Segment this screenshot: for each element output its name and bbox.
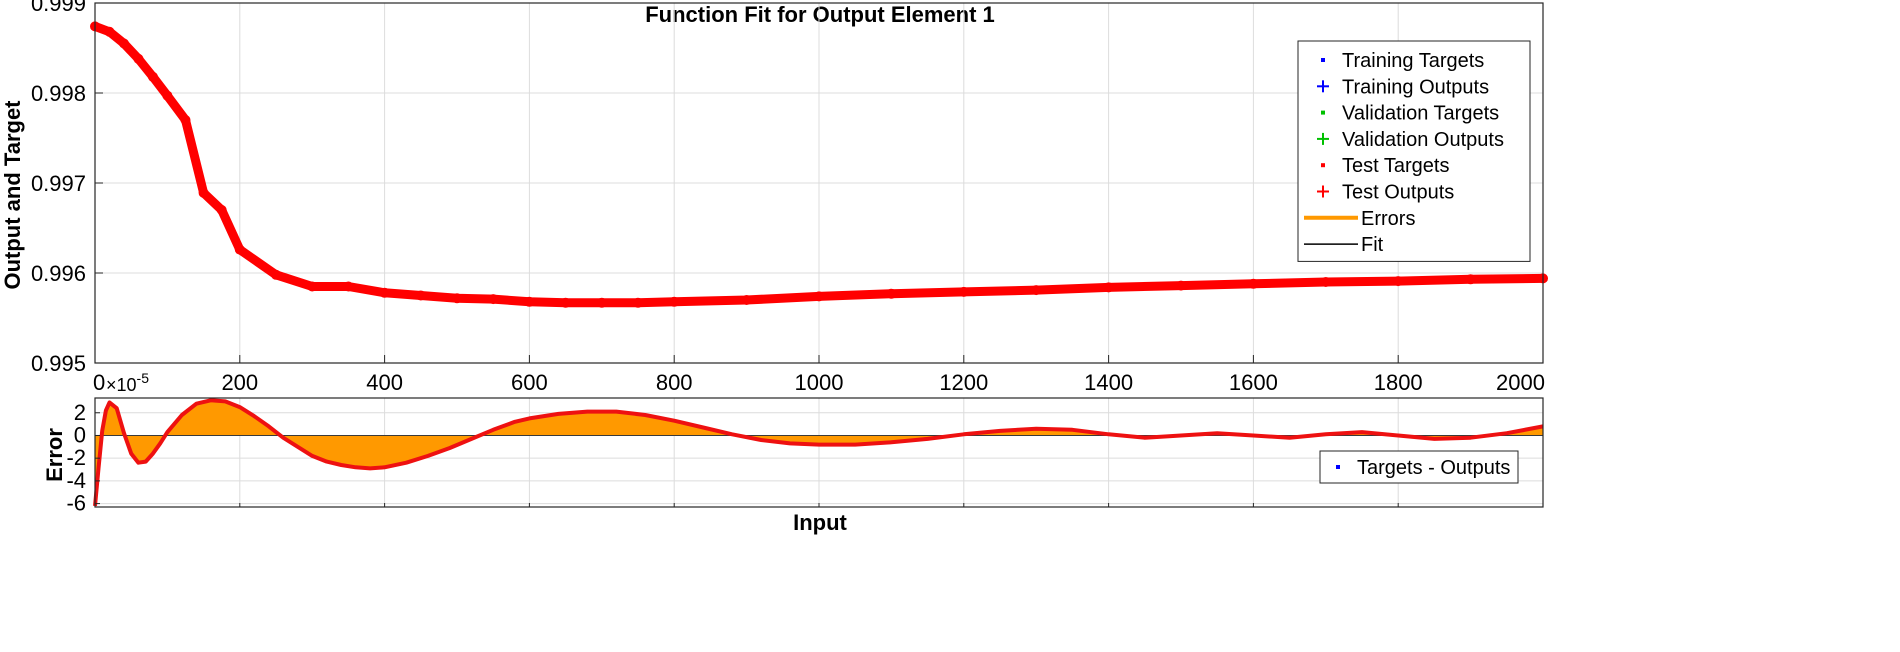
test-output-point [1393,276,1404,287]
top-xtick-label: 1400 [1084,370,1133,395]
bottom-ytick-label: -4 [66,468,86,493]
bottom-ylabel: Error [42,428,67,482]
top-xtick-label: 800 [656,370,693,395]
bottom-ytick-label: -6 [66,491,86,516]
test-output-point [596,297,607,308]
top-axes-box [94,2,1544,364]
legend-dot-marker [1321,163,1325,168]
top-legend-label: Validation Targets [1342,103,1499,125]
top-legend-label: Test Outputs [1342,182,1454,204]
top-legend: Training Targets Training Outputs Validati… [1297,40,1531,262]
test-output-point [1103,282,1114,293]
test-output-point [133,53,144,64]
top-legend-label: Training Targets [1342,50,1484,72]
error-exponent-base: ×10 [106,375,137,395]
test-output-point [488,294,499,305]
top-legend-box [1297,40,1531,262]
top-xtick-label: 400 [366,370,403,395]
legend-dot-marker [1336,465,1340,469]
top-ylabel: Output and Target [0,100,25,290]
test-output-point [415,290,426,301]
test-output-point [147,71,158,82]
top-xtick-label: 1800 [1374,370,1423,395]
bottom-series [93,398,1544,507]
test-output-point [741,295,752,305]
bottom-legend: Targets - Outputs [1319,450,1519,484]
top-xtick-label: 600 [511,370,548,395]
bottom-axes-box [94,397,1544,508]
bottom-ytick-label: -2 [66,445,86,470]
error-exponent-power: -5 [137,370,150,386]
test-output-point [958,286,969,297]
top-xtick-label: 1600 [1229,370,1278,395]
test-output-point [1320,277,1331,287]
errors-area [95,400,1543,506]
legend-dot-marker [1321,58,1325,62]
top-xtick-label: 2000 [1496,370,1545,395]
top-xtick-label: 1200 [939,370,988,395]
test-output-point [234,244,245,255]
bottom-legend-box [1319,450,1519,484]
test-output-point [1031,285,1042,296]
top-ytick-label: 0.997 [31,171,86,196]
test-output-point [271,269,281,280]
bottom-xlabel: Input [793,510,847,535]
test-output-point [379,287,390,298]
top-ytick-label: 0.996 [31,261,86,286]
top-ticks: 0 200 400 600 800 1000 1200 1400 1600 1800 2000 0.9… [31,0,1545,395]
top-ytick-label: 0.999 [31,0,86,16]
test-output-point [524,296,535,307]
legend-dot-marker [1321,110,1325,115]
bottom-ytick-label: 2 [74,400,86,425]
test-output-point [452,293,462,304]
top-legend-label: Test Targets [1342,155,1449,177]
errors-line [93,398,1544,507]
top-xtick-label: 200 [221,370,258,395]
top-legend-label: Errors [1361,208,1415,230]
test-output-point [343,281,354,292]
test-output-point [1465,274,1476,285]
top-ytick-label: 0.995 [31,351,86,376]
test-output-point [104,26,115,37]
chart-title: Function Fit for Output Element 1 [645,2,995,27]
test-output-point [886,288,897,299]
error-exponent: ×10-5 [106,370,149,395]
test-output-point [162,90,173,101]
test-output-point [1248,278,1259,289]
test-output-point [198,187,209,198]
top-series [90,21,1548,308]
bottom-ytick-label: 0 [74,422,86,447]
top-legend-label: Training Outputs [1342,76,1489,98]
test-output-point [669,296,680,307]
test-output-point [307,281,318,292]
test-output-point [180,115,191,125]
bottom-legend-label: Targets - Outputs [1357,457,1510,479]
top-xtick-label: 0 [93,370,105,395]
test-output-point [814,291,824,302]
top-legend-label: Fit [1361,234,1384,256]
test-output-point [633,297,643,308]
test-output-point [560,297,571,308]
test-outputs-line [90,21,1548,308]
top-xtick-label: 1000 [795,370,844,395]
top-ytick-label: 0.998 [31,81,86,106]
test-output-point [216,205,227,215]
test-output-point [1176,280,1186,291]
top-legend-label: Validation Outputs [1342,129,1504,151]
test-output-point [119,38,129,49]
